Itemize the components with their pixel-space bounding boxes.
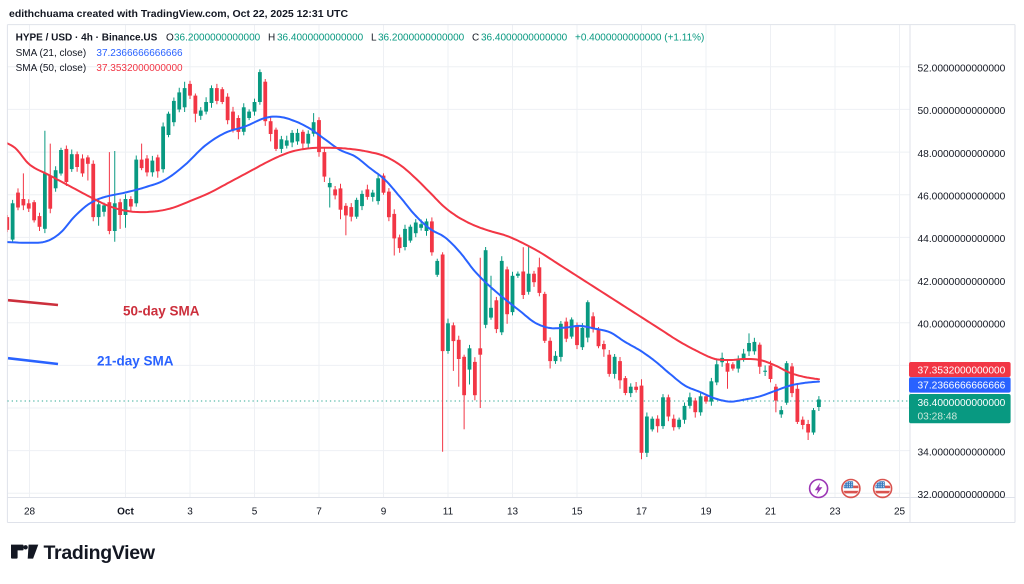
svg-text:36.2000000000000: 36.2000000000000 xyxy=(378,33,465,44)
svg-text:44.0000000000000: 44.0000000000000 xyxy=(918,234,1006,245)
svg-text:11: 11 xyxy=(443,507,454,518)
svg-text:23: 23 xyxy=(829,507,841,518)
svg-text:37.3532000000000: 37.3532000000000 xyxy=(918,365,1006,376)
svg-text:37.2366666666666: 37.2366666666666 xyxy=(96,48,183,59)
svg-text:H: H xyxy=(268,33,275,44)
svg-text:9: 9 xyxy=(381,507,387,518)
svg-text:15: 15 xyxy=(571,507,583,518)
svg-text:Oct: Oct xyxy=(117,507,134,518)
svg-text:50.0000000000000: 50.0000000000000 xyxy=(918,106,1006,117)
svg-text:O: O xyxy=(166,33,174,44)
svg-text:HYPE / USD · 4h · Binance.US: HYPE / USD · 4h · Binance.US xyxy=(16,33,158,44)
svg-text:+0.4000000000000 (+1.11%): +0.4000000000000 (+1.11%) xyxy=(575,33,704,44)
svg-text:03:28:48: 03:28:48 xyxy=(918,411,958,422)
svg-text:7: 7 xyxy=(316,507,322,518)
svg-text:36.4000000000000: 36.4000000000000 xyxy=(918,398,1006,409)
svg-text:21-day SMA: 21-day SMA xyxy=(97,354,174,369)
svg-text:36.4000000000000: 36.4000000000000 xyxy=(481,33,568,44)
svg-text:28: 28 xyxy=(24,507,36,518)
svg-text:5: 5 xyxy=(252,507,258,518)
svg-text:34.0000000000000: 34.0000000000000 xyxy=(918,447,1006,458)
svg-text:3: 3 xyxy=(187,507,193,518)
svg-text:50-day SMA: 50-day SMA xyxy=(123,304,200,319)
svg-text:52.0000000000000: 52.0000000000000 xyxy=(918,64,1006,75)
svg-text:C: C xyxy=(472,33,479,44)
svg-text:17: 17 xyxy=(636,507,648,518)
svg-text:42.0000000000000: 42.0000000000000 xyxy=(918,277,1006,288)
svg-text:21: 21 xyxy=(765,507,777,518)
svg-text:36.2000000000000: 36.2000000000000 xyxy=(174,33,261,44)
svg-text:L: L xyxy=(371,33,377,44)
svg-text:TradingView: TradingView xyxy=(44,542,156,564)
svg-text:37.3532000000000: 37.3532000000000 xyxy=(96,63,183,74)
svg-text:19: 19 xyxy=(700,507,712,518)
svg-text:46.0000000000000: 46.0000000000000 xyxy=(918,192,1006,203)
svg-text:32.0000000000000: 32.0000000000000 xyxy=(918,490,1006,501)
svg-text:SMA (50, close): SMA (50, close) xyxy=(16,63,87,74)
svg-text:edithchuama created with Tradi: edithchuama created with TradingView.com… xyxy=(9,8,348,20)
svg-text:37.2366666666666: 37.2366666666666 xyxy=(918,381,1006,392)
svg-text:13: 13 xyxy=(507,507,519,518)
svg-text:40.0000000000000: 40.0000000000000 xyxy=(918,320,1006,331)
svg-text:36.4000000000000: 36.4000000000000 xyxy=(277,33,364,44)
svg-text:48.0000000000000: 48.0000000000000 xyxy=(918,149,1006,160)
svg-text:25: 25 xyxy=(894,507,906,518)
svg-text:SMA (21, close): SMA (21, close) xyxy=(16,48,87,59)
